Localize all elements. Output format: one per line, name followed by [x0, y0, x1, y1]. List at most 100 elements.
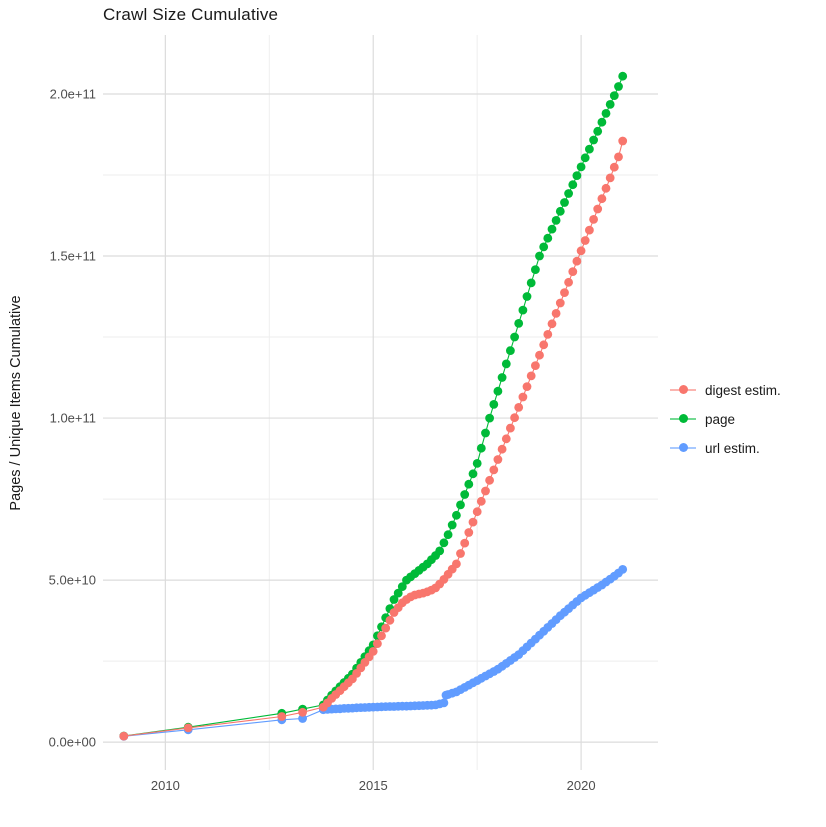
- data-point-digest: [580, 236, 590, 245]
- data-point-digest: [551, 309, 561, 318]
- y-axis-title: Pages / Unique Items Cumulative: [8, 295, 24, 511]
- data-point-page: [580, 153, 590, 163]
- legend-label: url estim.: [705, 440, 760, 456]
- data-point-digest: [489, 465, 499, 475]
- legend: digest estim. page url estim.: [670, 380, 781, 458]
- data-point-digest: [464, 528, 474, 537]
- legend-item-digest: digest estim.: [670, 380, 781, 400]
- page-title: Crawl Size Cumulative: [103, 5, 279, 24]
- data-point-digest: [568, 267, 578, 276]
- legend-item-url: url estim.: [670, 438, 781, 458]
- data-point-page: [447, 520, 457, 530]
- data-point-page: [497, 373, 507, 382]
- data-point-digest: [277, 712, 287, 721]
- data-point-digest: [597, 194, 607, 204]
- data-point-page: [476, 443, 486, 453]
- data-point-digest: [564, 277, 573, 287]
- data-point-page: [489, 400, 499, 409]
- data-point-page: [555, 206, 565, 216]
- data-point-digest: [618, 136, 628, 146]
- data-point-page: [464, 479, 474, 489]
- data-point-page: [593, 126, 603, 136]
- data-point-digest: [560, 288, 569, 297]
- data-point-page: [393, 588, 403, 598]
- legend-key-dot: [679, 414, 688, 423]
- data-point-page: [514, 319, 524, 328]
- legend-key-dot: [679, 443, 688, 452]
- legend-label: page: [705, 411, 736, 427]
- data-point-digest: [547, 319, 557, 329]
- data-point-digest: [298, 707, 307, 717]
- data-point-digest: [368, 647, 378, 656]
- data-point-page: [597, 117, 607, 127]
- data-point-digest: [468, 517, 478, 527]
- data-point-digest: [385, 615, 395, 625]
- data-point-page: [576, 162, 586, 172]
- data-point-digest: [589, 215, 598, 224]
- data-point-page: [543, 233, 553, 243]
- data-point-page: [585, 144, 594, 154]
- data-point-page: [522, 292, 532, 301]
- data-point-digest: [555, 298, 565, 308]
- data-point-page: [564, 189, 573, 198]
- data-point-digest: [510, 413, 519, 423]
- data-point-digest: [377, 631, 386, 641]
- data-point-digest: [506, 423, 515, 433]
- x-tick-label: 2015: [359, 778, 388, 793]
- data-point-page: [435, 546, 445, 556]
- data-point-digest: [456, 549, 465, 558]
- data-point-digest: [614, 152, 623, 162]
- data-point-page: [560, 198, 569, 207]
- data-point-digest: [476, 496, 486, 506]
- data-point-page: [501, 359, 511, 369]
- data-point-digest: [373, 639, 382, 648]
- data-point-page: [572, 171, 582, 181]
- data-point-page: [526, 278, 536, 288]
- data-point-page: [605, 100, 615, 109]
- data-point-digest: [497, 444, 507, 454]
- data-point-page: [397, 582, 407, 591]
- data-point-digest: [605, 173, 615, 183]
- legend-label: digest estim.: [705, 382, 781, 398]
- legend-key-icon: [670, 409, 696, 429]
- data-point-page: [452, 510, 461, 520]
- data-point-page: [568, 180, 578, 190]
- y-tick-label: 5.0e+10: [49, 573, 96, 588]
- y-tick-label: 1.5e+11: [50, 249, 96, 264]
- data-point-digest: [460, 538, 470, 548]
- data-point-page: [493, 386, 503, 396]
- data-point-digest: [472, 507, 482, 517]
- y-tick-label: 0.0e+00: [49, 735, 96, 750]
- legend-item-page: page: [670, 409, 781, 429]
- data-point-digest: [609, 162, 619, 172]
- data-point-digest: [593, 204, 603, 214]
- data-point-digest: [572, 256, 582, 266]
- data-point-page: [506, 346, 515, 355]
- data-point-digest: [531, 361, 540, 370]
- data-point-url: [618, 565, 628, 574]
- legend-key-icon: [670, 438, 696, 458]
- data-point-page: [609, 91, 619, 100]
- data-point-page: [551, 216, 561, 225]
- data-point-page: [456, 500, 465, 510]
- data-point-digest: [452, 559, 461, 569]
- data-point-page: [618, 71, 628, 81]
- data-point-digest: [183, 723, 193, 733]
- x-tick-label: 2010: [151, 778, 180, 793]
- data-point-page: [389, 595, 399, 604]
- data-point-digest: [576, 246, 586, 256]
- x-tick-label: 2020: [567, 778, 596, 793]
- data-point-page: [539, 242, 549, 252]
- data-point-page: [481, 428, 490, 438]
- data-point-page: [460, 490, 470, 499]
- data-point-digest: [522, 382, 532, 391]
- data-point-page: [547, 224, 557, 234]
- data-point-digest: [526, 371, 536, 381]
- data-point-digest: [493, 455, 503, 464]
- data-point-page: [472, 459, 482, 468]
- data-point-page: [468, 469, 478, 479]
- data-point-page: [601, 109, 611, 118]
- data-point-digest: [601, 183, 611, 193]
